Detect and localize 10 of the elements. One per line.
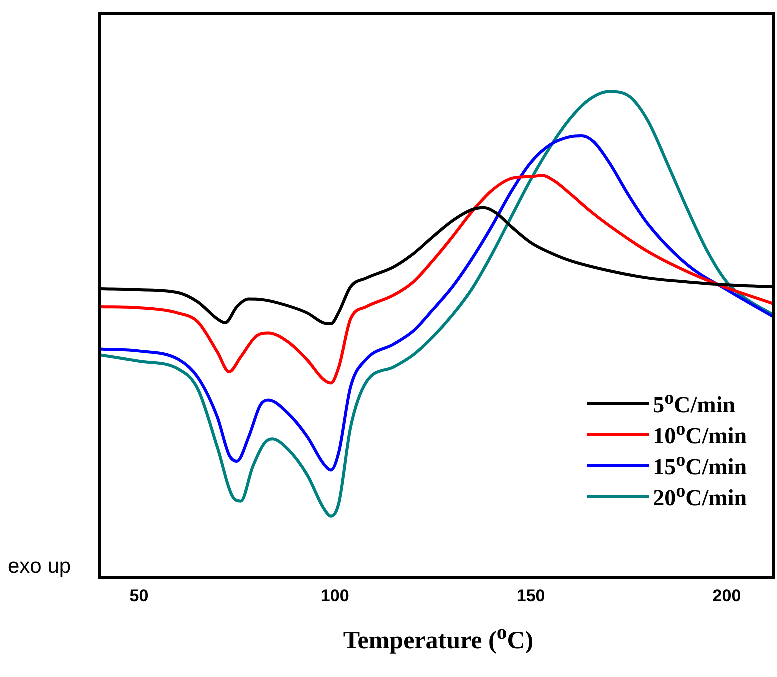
x-tick-label: 50 xyxy=(130,586,149,606)
x-tick-label: 100 xyxy=(320,586,350,606)
legend-label: 20$^{o}$C/min xyxy=(653,481,747,512)
x-axis-title: Temperature ($^{o}$C) xyxy=(342,620,535,656)
x-tick-label: 200 xyxy=(712,586,742,606)
legend-label: 10$^{o}$C/min xyxy=(653,419,747,450)
x-tick-label: 150 xyxy=(516,586,546,606)
legend-label: 15$^{o}$C/min xyxy=(653,450,747,481)
legend-label: 5$^{o}$C/min xyxy=(653,388,736,419)
text: exo up xyxy=(8,555,72,579)
